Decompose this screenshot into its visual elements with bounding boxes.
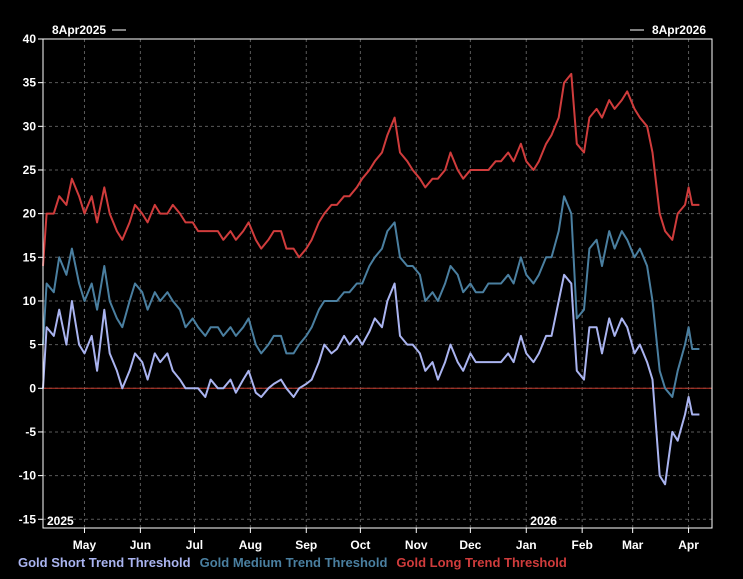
year-label: 2025	[47, 514, 74, 528]
x-axis: May Jun Jul Aug Sep Oct Nov Dec Jan Feb Mar Apr	[73, 528, 699, 552]
header-end-marker: 8Apr2026	[630, 23, 706, 37]
legend: Gold Short Trend Threshold Gold Medium Tr…	[18, 555, 567, 570]
header-start-marker: 8Apr2025	[52, 23, 126, 37]
x-tick-label: Oct	[350, 538, 370, 552]
plot-background	[43, 39, 712, 528]
x-tick-label: May	[73, 538, 97, 552]
plot-frame	[42, 38, 713, 529]
legend-entry-1: Gold Short Trend Threshold	[18, 555, 191, 570]
y-tick-label: 25	[23, 163, 37, 177]
legend-entry-2: Gold Medium Trend Threshold	[200, 555, 388, 570]
x-tick-label: Jul	[186, 538, 203, 552]
y-tick-label: -5	[25, 425, 36, 439]
x-tick-label: Aug	[239, 538, 262, 552]
x-tick-label: Dec	[459, 538, 481, 552]
series-line-1	[42, 273, 700, 486]
year-label: 2026	[530, 514, 557, 528]
x-tick-label: Feb	[571, 538, 592, 552]
y-tick-label: 20	[23, 207, 37, 221]
y-tick-label: 40	[23, 32, 37, 46]
y-tick-label: -15	[19, 512, 37, 526]
y-tick-label: 30	[23, 119, 37, 133]
y-tick-label: 35	[23, 76, 37, 90]
y-tick-label: 0	[29, 381, 36, 395]
y-tick-label: 10	[23, 294, 37, 308]
series-line-2	[42, 195, 700, 398]
series-lines	[42, 72, 700, 486]
header-start-label: 8Apr2025	[52, 23, 106, 37]
year-labels: 2025 2026	[47, 514, 557, 528]
x-tick-label: Jan	[516, 538, 537, 552]
series-line-3	[42, 72, 700, 267]
x-tick-label: Jun	[130, 538, 151, 552]
y-tick-label: 15	[23, 250, 37, 264]
y-tick-label: -10	[19, 469, 37, 483]
x-tick-label: Apr	[678, 538, 699, 552]
header-end-label: 8Apr2026	[652, 23, 706, 37]
legend-entry-3: Gold Long Trend Threshold	[396, 555, 566, 570]
x-tick-label: Mar	[622, 538, 644, 552]
y-tick-label: 5	[29, 338, 36, 352]
x-tick-label: Nov	[405, 538, 428, 552]
x-tick-label: Sep	[295, 538, 317, 552]
y-axis: 40 35 30 25 20 15 10 5 0 -5 -10 -15	[19, 32, 43, 526]
